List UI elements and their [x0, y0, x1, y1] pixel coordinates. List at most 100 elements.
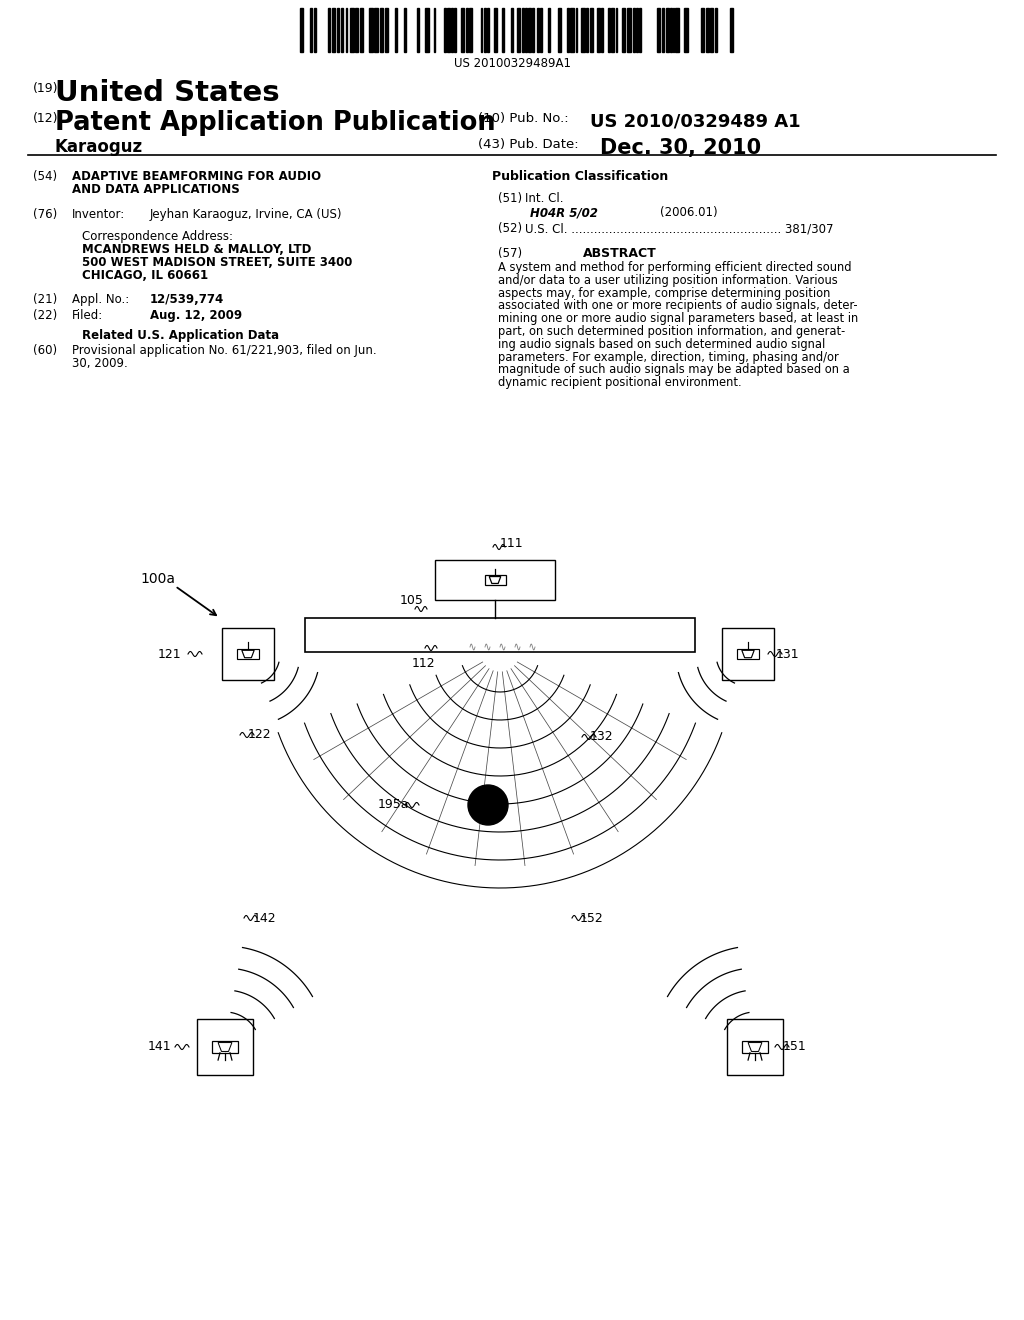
Bar — [524, 8, 526, 51]
Text: ABSTRACT: ABSTRACT — [583, 247, 656, 260]
Bar — [627, 8, 631, 51]
Bar — [300, 8, 302, 51]
Bar — [341, 8, 343, 51]
Text: Appl. No.:: Appl. No.: — [72, 293, 129, 306]
Text: magnitude of such audio signals may be adapted based on a: magnitude of such audio signals may be a… — [498, 363, 850, 376]
Bar — [608, 8, 609, 51]
Bar — [345, 8, 347, 51]
Text: Karaoguz: Karaoguz — [55, 139, 143, 156]
Bar — [537, 8, 539, 51]
Text: (19): (19) — [33, 82, 58, 95]
Bar — [736, 649, 759, 659]
Text: ADAPTIVE BEAMFORMING FOR AUDIO: ADAPTIVE BEAMFORMING FOR AUDIO — [72, 170, 322, 183]
Text: 141: 141 — [148, 1040, 172, 1053]
Bar — [633, 8, 635, 51]
Text: 121: 121 — [158, 648, 181, 660]
Text: United States: United States — [55, 79, 280, 107]
Bar — [394, 8, 397, 51]
Bar — [710, 8, 713, 51]
Text: Related U.S. Application Data: Related U.S. Application Data — [82, 329, 280, 342]
Text: (12): (12) — [33, 112, 58, 125]
Text: parameters. For example, direction, timing, phasing and/or: parameters. For example, direction, timi… — [498, 351, 839, 363]
Bar — [417, 8, 419, 51]
Bar — [531, 8, 534, 51]
Bar — [575, 8, 577, 51]
Bar — [673, 8, 674, 51]
Bar — [309, 8, 312, 51]
Bar — [670, 8, 672, 51]
Polygon shape — [489, 577, 501, 583]
Bar — [706, 8, 709, 51]
Bar — [581, 8, 585, 51]
Text: 111: 111 — [500, 537, 523, 550]
Bar — [374, 8, 378, 51]
Bar — [729, 8, 732, 51]
Text: (43) Pub. Date:: (43) Pub. Date: — [478, 139, 579, 150]
Text: Filed:: Filed: — [72, 309, 103, 322]
Text: 112: 112 — [412, 657, 435, 671]
Text: and/or data to a user utilizing position information. Various: and/or data to a user utilizing position… — [498, 273, 838, 286]
Bar — [742, 1041, 768, 1053]
Polygon shape — [242, 651, 254, 657]
Bar — [701, 8, 705, 51]
Bar — [715, 8, 717, 51]
Text: mining one or more audio signal parameters based, at least in: mining one or more audio signal paramete… — [498, 313, 858, 325]
Text: 30, 2009.: 30, 2009. — [72, 356, 128, 370]
Text: Jeyhan Karaoguz, Irvine, CA (US): Jeyhan Karaoguz, Irvine, CA (US) — [150, 209, 342, 220]
Text: dynamic recipient positional environment.: dynamic recipient positional environment… — [498, 376, 741, 389]
Text: A system and method for performing efficient directed sound: A system and method for performing effic… — [498, 261, 852, 275]
Text: Patent Application Publication: Patent Application Publication — [55, 110, 496, 136]
Bar — [611, 8, 613, 51]
Bar — [222, 628, 274, 680]
Text: (52): (52) — [498, 222, 522, 235]
Bar — [404, 8, 406, 51]
Bar — [662, 8, 664, 51]
Text: aspects may, for example, comprise determining position: aspects may, for example, comprise deter… — [498, 286, 830, 300]
Bar — [237, 649, 259, 659]
Bar — [528, 8, 530, 51]
Bar — [566, 8, 568, 51]
Bar — [433, 8, 435, 51]
Polygon shape — [741, 651, 755, 657]
Polygon shape — [218, 1043, 231, 1052]
Bar — [675, 8, 679, 51]
Bar — [380, 8, 383, 51]
Bar — [727, 1019, 783, 1074]
Bar — [487, 8, 489, 51]
Bar — [722, 628, 774, 680]
Text: Inventor:: Inventor: — [72, 209, 125, 220]
Bar — [484, 576, 506, 585]
Text: 195a: 195a — [378, 799, 410, 812]
Bar — [502, 8, 504, 51]
Text: 152: 152 — [580, 912, 604, 924]
Bar — [451, 8, 453, 51]
Text: US 2010/0329489 A1: US 2010/0329489 A1 — [590, 112, 801, 129]
Text: Int. Cl.: Int. Cl. — [525, 191, 563, 205]
Polygon shape — [749, 1043, 762, 1052]
Bar — [313, 8, 315, 51]
Bar — [636, 8, 638, 51]
Bar — [447, 8, 450, 51]
Bar — [466, 8, 468, 51]
Text: H04R 5/02: H04R 5/02 — [530, 206, 598, 219]
Text: ing audio signals based on such determined audio signal: ing audio signals based on such determin… — [498, 338, 825, 351]
Text: Publication Classification: Publication Classification — [492, 170, 668, 183]
Bar — [590, 8, 593, 51]
Text: (21): (21) — [33, 293, 57, 306]
Text: 151: 151 — [783, 1040, 807, 1053]
Bar — [597, 8, 599, 51]
Bar — [212, 1041, 238, 1053]
Text: (51): (51) — [498, 191, 522, 205]
Bar — [483, 8, 485, 51]
Bar — [480, 8, 482, 51]
Bar — [469, 8, 471, 51]
Text: 100a: 100a — [140, 572, 175, 586]
Bar — [494, 8, 497, 51]
Text: 131: 131 — [776, 648, 800, 660]
Text: 500 WEST MADISON STREET, SUITE 3400: 500 WEST MADISON STREET, SUITE 3400 — [82, 256, 352, 269]
Bar — [435, 560, 555, 601]
Text: US 20100329489A1: US 20100329489A1 — [454, 57, 570, 70]
Text: Provisional application No. 61/221,903, filed on Jun.: Provisional application No. 61/221,903, … — [72, 345, 377, 356]
Text: U.S. Cl. ........................................................ 381/307: U.S. Cl. ...............................… — [525, 222, 834, 235]
Bar — [666, 8, 669, 51]
